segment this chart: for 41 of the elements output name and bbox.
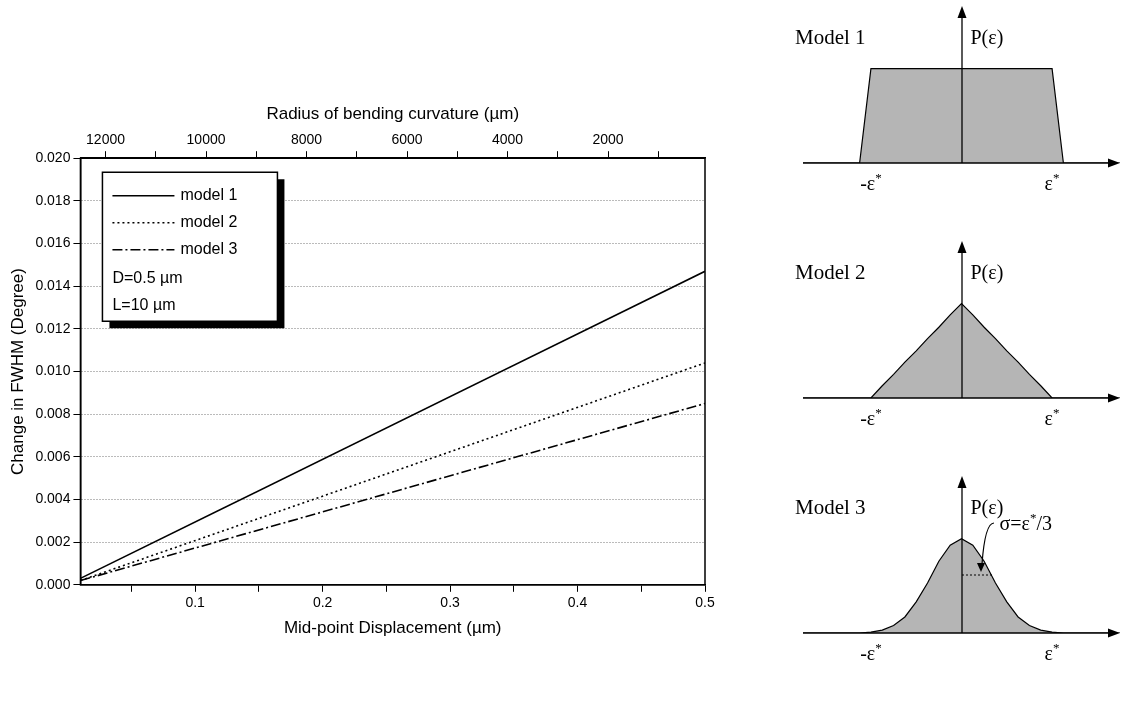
y-tick-label: 0.006	[35, 447, 71, 464]
x-tick-label: 0.4	[567, 594, 588, 611]
annotation: L=10 µm	[112, 295, 176, 313]
x2-tick-label: 2000	[592, 130, 624, 147]
annotation: D=0.5 µm	[112, 268, 183, 286]
x-axis-title: Mid-point Displacement (µm)	[283, 618, 502, 638]
x-tick-label: 0.5	[695, 594, 715, 611]
x-tick-label: ε*	[1044, 169, 1060, 194]
x-tick-label: 0.1	[185, 594, 206, 611]
y-axis-title: P(ε)	[970, 261, 1004, 284]
x-tick-label: -ε*	[860, 404, 882, 429]
x2-axis-title: Radius of bending curvature (µm)	[266, 103, 520, 123]
x-tick-label: ε*	[1044, 404, 1060, 429]
y-tick-label: 0.012	[35, 319, 71, 336]
legend-label: model 2	[180, 213, 238, 231]
y-tick-label: 0.000	[35, 575, 71, 592]
y-tick-label: 0.020	[35, 149, 71, 166]
y-axis-title: P(ε)	[970, 26, 1004, 49]
x-tick-label: 0.2	[312, 594, 333, 611]
y-axis-title: Change in FWHM (Degree)	[7, 268, 27, 475]
chart-title: Model 3	[795, 495, 866, 519]
x-tick-label: -ε*	[860, 169, 882, 194]
y-tick-label: 0.018	[35, 191, 71, 208]
chart-title: Model 2	[795, 260, 866, 284]
legend-label: model 1	[180, 186, 238, 204]
y-tick-label: 0.014	[35, 277, 71, 294]
y-tick-label: 0.016	[35, 234, 71, 251]
y-tick-label: 0.004	[35, 490, 71, 507]
y-tick-label: 0.010	[35, 362, 71, 379]
chart-title: Model 1	[795, 25, 866, 49]
y-tick-label: 0.002	[35, 533, 71, 549]
legend-label: model 3	[180, 240, 238, 258]
x-tick-label: 0.3	[440, 594, 461, 611]
x2-tick-label: 10000	[186, 130, 226, 147]
x2-tick-label: 12000	[86, 130, 126, 147]
x2-tick-label: 8000	[290, 130, 323, 147]
x-tick-label: -ε*	[860, 639, 882, 664]
x-tick-label: ε*	[1044, 639, 1060, 664]
x2-tick-label: 6000	[391, 130, 423, 147]
x2-tick-label: 4000	[491, 130, 524, 147]
y-tick-label: 0.008	[35, 405, 71, 422]
